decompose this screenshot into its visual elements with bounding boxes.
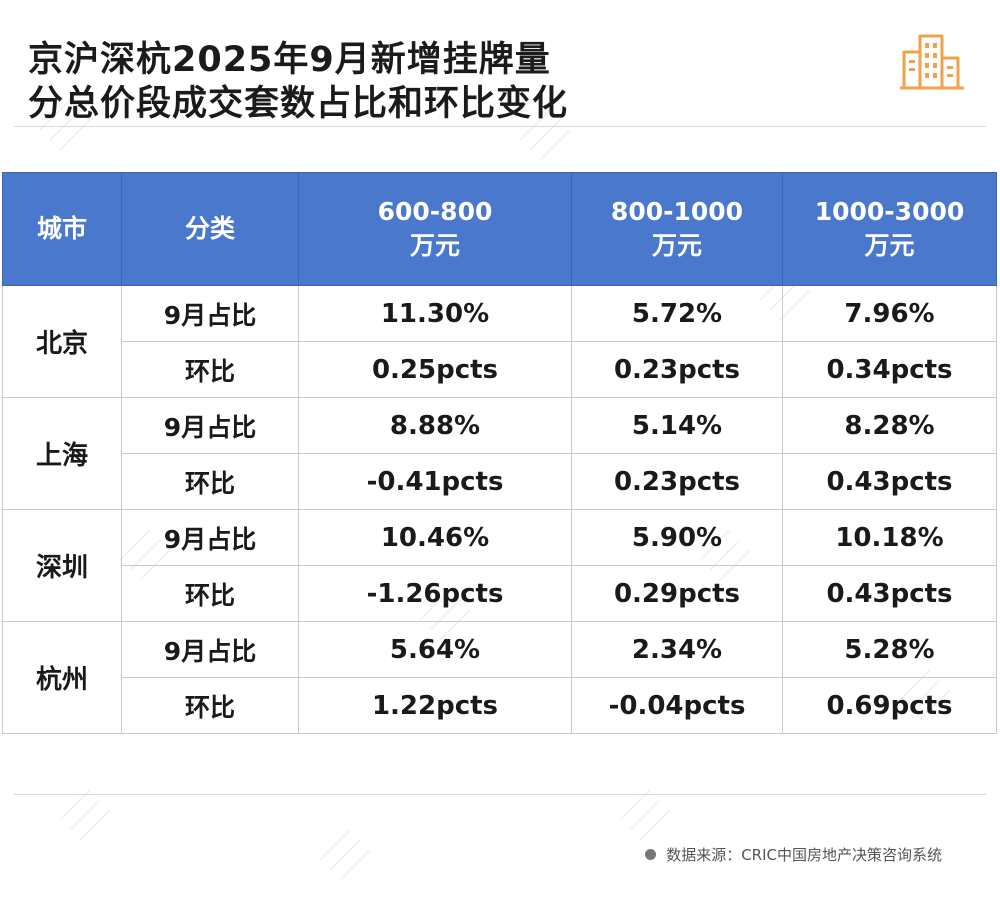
title-divider: [14, 126, 986, 127]
source-text: 数据来源：CRIC中国房地产决策咨询系统: [666, 846, 942, 864]
mom-value: -1.26pcts: [298, 565, 572, 622]
table-row: 深圳 9月占比 10.46% 5.90% 10.18%: [2, 509, 997, 622]
share-value: 8.28%: [782, 397, 997, 454]
dot-icon: [645, 849, 657, 860]
header-range-3-bottom: 万元: [864, 231, 915, 260]
source-note: 数据来源：CRIC中国房地产决策咨询系统: [645, 844, 942, 865]
table-row: 环比 -0.41pcts 0.23pcts 0.43pcts: [3, 453, 997, 510]
mom-label: 环比: [121, 677, 299, 734]
mom-value: 0.23pcts: [571, 453, 783, 510]
building-icon: [900, 34, 964, 90]
mom-value: 0.43pcts: [782, 453, 997, 510]
mom-label: 环比: [121, 341, 299, 398]
header-range-2-bottom: 万元: [651, 231, 702, 260]
mom-value: 1.22pcts: [298, 677, 572, 734]
header-category: 分类: [121, 172, 299, 286]
table-row: 环比 0.25pcts 0.23pcts 0.34pcts: [3, 341, 997, 398]
share-value: 11.30%: [298, 285, 572, 342]
table-row: 北京 9月占比 11.30% 5.72% 7.96%: [2, 285, 997, 398]
share-value: 5.64%: [298, 621, 572, 678]
title-line-1: 京沪深杭2025年9月新增挂牌量: [28, 40, 551, 80]
mom-value: -0.04pcts: [571, 677, 783, 734]
city-cell: 杭州: [2, 621, 122, 734]
share-label: 9月占比: [121, 285, 299, 342]
mom-value: 0.25pcts: [298, 341, 572, 398]
share-label: 9月占比: [121, 621, 299, 678]
table-row: 上海 9月占比 8.88% 5.14% 8.28%: [2, 397, 997, 510]
share-label: 9月占比: [121, 509, 299, 566]
title-line-2: 分总价段成交套数占比和环比变化: [28, 84, 569, 124]
mom-value: 0.23pcts: [571, 341, 783, 398]
footer-divider: [14, 794, 986, 795]
mom-value: 0.43pcts: [782, 565, 997, 622]
table-row: 环比 -1.26pcts 0.29pcts 0.43pcts: [3, 565, 997, 622]
share-value: 5.14%: [571, 397, 783, 454]
table-row: 环比 1.22pcts -0.04pcts 0.69pcts: [3, 677, 997, 734]
share-value: 10.46%: [298, 509, 572, 566]
mom-value: 0.69pcts: [782, 677, 997, 734]
share-value: 5.90%: [571, 509, 783, 566]
header-range-1-bottom: 万元: [409, 231, 460, 260]
share-value: 5.28%: [782, 621, 997, 678]
page-title: 京沪深杭2025年9月新增挂牌量 分总价段成交套数占比和环比变化: [28, 38, 568, 126]
header-range-2: 800-1000 万元: [571, 172, 783, 286]
header-range-1: 600-800 万元: [298, 172, 572, 286]
header-row: 城市 分类 600-800 万元 800-1000 万元 1000-3000 万…: [2, 172, 997, 286]
header-range-3: 1000-3000 万元: [782, 172, 997, 286]
header-range-3-top: 1000-3000: [814, 197, 965, 226]
mom-label: 环比: [121, 453, 299, 510]
share-label: 9月占比: [121, 397, 299, 454]
city-cell: 上海: [2, 397, 122, 510]
header-range-1-top: 600-800: [377, 197, 493, 226]
mom-value: 0.29pcts: [571, 565, 783, 622]
mom-label: 环比: [121, 565, 299, 622]
mom-value: 0.34pcts: [782, 341, 997, 398]
mom-value: -0.41pcts: [298, 453, 572, 510]
table-row: 杭州 9月占比 5.64% 2.34% 5.28%: [2, 621, 997, 734]
share-value: 7.96%: [782, 285, 997, 342]
share-value: 5.72%: [571, 285, 783, 342]
city-cell: 北京: [2, 285, 122, 398]
header-range-2-top: 800-1000: [610, 197, 744, 226]
share-value: 10.18%: [782, 509, 997, 566]
header-city: 城市: [2, 172, 122, 286]
city-cell: 深圳: [2, 509, 122, 622]
data-table: 城市 分类 600-800 万元 800-1000 万元 1000-3000 万…: [2, 172, 997, 734]
share-value: 2.34%: [571, 621, 783, 678]
share-value: 8.88%: [298, 397, 572, 454]
